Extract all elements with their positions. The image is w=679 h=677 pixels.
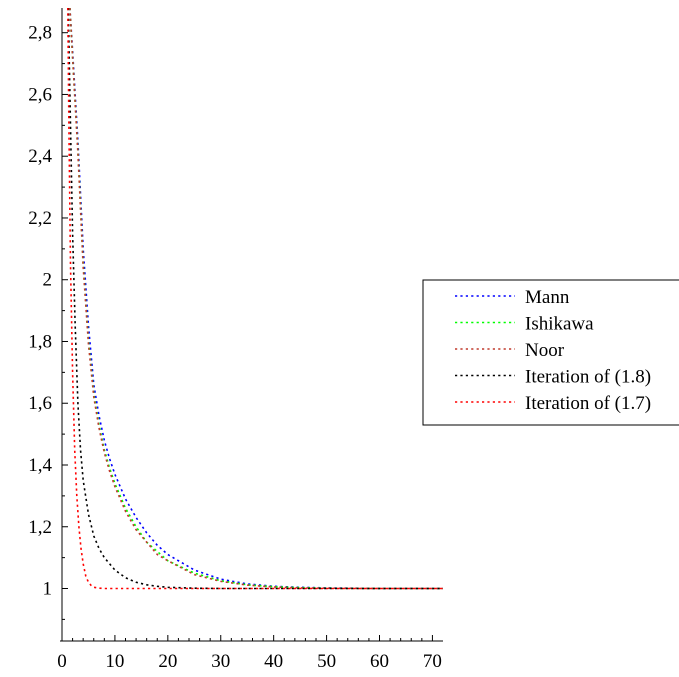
x-tick-label-2: 20 [158, 651, 177, 672]
y-tick-label-6: 2,2 [28, 208, 52, 229]
x-tick-label-6: 60 [370, 651, 389, 672]
x-tick-label-0: 0 [57, 651, 67, 672]
legend-label-3: Iteration of (1.8) [525, 367, 651, 388]
legend-label-2: Noor [525, 340, 565, 361]
series-line-ishikawa [69, 7, 443, 590]
y-tick-label-8: 2,6 [28, 84, 52, 105]
x-tick-label-4: 40 [264, 651, 283, 672]
axes: 1 1,2 1,4 1,6 1,8 2 2,2 2,4 2,6 2,8 0 10 20 30 40 50 60 7… [28, 8, 443, 672]
legend-label-1: Ishikawa [525, 314, 594, 335]
y-tick-label-0: 1 [43, 579, 53, 600]
series-line-iteration-of-1-7 [67, 7, 443, 590]
series-line-iteration-of-1-8 [67, 7, 443, 590]
y-tick-label-2: 1,4 [28, 455, 52, 476]
y-tick-label-1: 1,2 [28, 517, 52, 538]
y-tick-label-5: 2 [43, 270, 53, 291]
series-layer [67, 7, 443, 590]
y-tick-label-3: 1,6 [28, 393, 52, 414]
legend-label-0: Mann [525, 287, 570, 308]
x-tick-label-5: 50 [317, 651, 336, 672]
series-line-noor [69, 7, 443, 590]
legend: Mann Ishikawa Noor Iteration of (1.8) Iterat… [422, 279, 679, 426]
y-tick-label-9: 2,8 [28, 23, 52, 44]
legend-box [422, 279, 679, 426]
y-tick-label-4: 1,8 [28, 331, 52, 352]
x-tick-label-3: 30 [211, 651, 230, 672]
x-tick-label-7: 70 [423, 651, 442, 672]
x-tick-label-1: 10 [105, 651, 124, 672]
legend-label-4: Iteration of (1.7) [525, 393, 651, 414]
series-line-mann [69, 7, 443, 590]
y-tick-label-7: 2,4 [28, 146, 52, 167]
